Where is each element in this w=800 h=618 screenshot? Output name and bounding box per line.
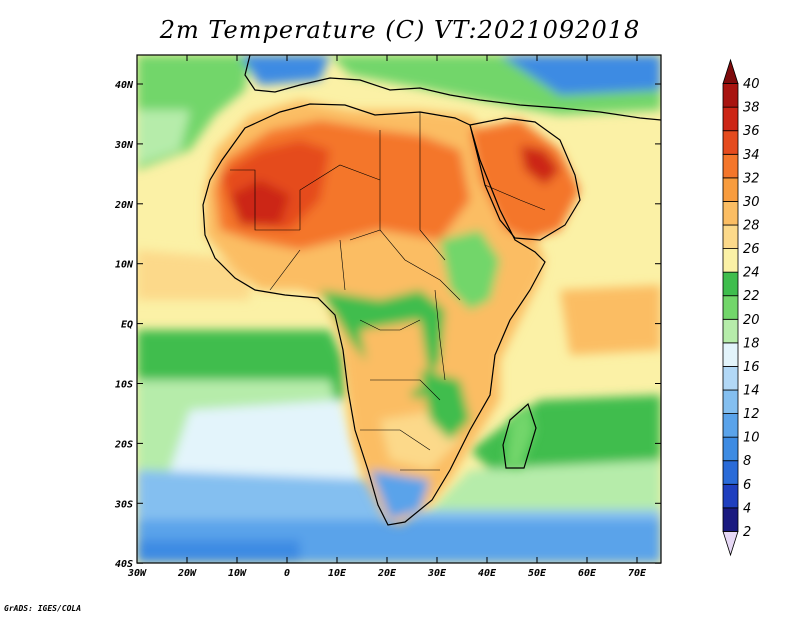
colorbar-bin [722,436,739,462]
colorbar-bin [722,413,739,438]
colorbar-label: 6 [743,478,751,493]
colorbar-bin [722,83,739,108]
colorbar-bin [722,366,739,391]
colorbar-bin [722,531,739,557]
colorbar-bin [722,318,739,344]
colorbar-bin [722,224,739,249]
lat-label: 10N [115,260,134,271]
colorbar-bin [722,271,739,297]
colorbar-label: 28 [743,219,760,234]
credit-text: GrADS: IGES/COLA [4,604,82,613]
colorbar-bin [722,483,739,509]
lat-label: 30S [114,499,133,510]
lon-label: 20W [177,568,197,579]
colorbar-label: 24 [743,266,760,281]
lat-label: 40N [115,80,134,91]
lon-label: 50E [528,568,547,579]
lon-label: 10W [228,568,247,579]
lat-label: 20N [114,200,134,211]
colorbar-label: 8 [743,454,751,469]
colorbar-bin [722,201,739,226]
colorbar-label: 30 [743,195,760,210]
colorbar-bin [722,295,739,320]
colorbar-bin [722,342,739,367]
colorbar-label: 22 [743,289,760,304]
colorbar-label: 18 [743,336,760,351]
colorbar-bin [722,507,739,532]
colorbar-label: 36 [743,124,760,139]
colorbar-bin [722,460,739,485]
lat-label: 30N [114,140,134,151]
lat-label: EQ [121,320,133,331]
colorbar-label: 40 [743,77,760,92]
lon-label: 30E [427,568,447,579]
colorbar-bin [722,177,739,202]
colorbar-label: 32 [743,171,760,186]
lat-label: 40S [115,559,133,570]
lon-label: 0 [284,568,290,579]
country-borders [230,112,546,471]
colorbar-label: 16 [743,360,760,375]
temperature-field [137,55,661,563]
colorbar-bin [722,153,739,179]
lon-label: 10E [328,568,347,579]
colorbar-label: 38 [743,101,760,116]
colorbar-label: 2 [743,525,751,540]
chart-title: 2m Temperature (C) VT:2021092018 [159,16,641,44]
colorbar-bin [722,389,739,414]
colorbar-bin [722,130,739,155]
colorbar-bin [722,248,739,273]
lat-label: 10S [115,380,133,391]
longitude-labels: 30W 20W 10W 0 10E 20E 30E 40E 50E 60E 70E [127,568,647,579]
map-frame [136,54,662,564]
latitude-labels: 40N 30N 20N 10N EQ 10S 20S 30S 40S [114,80,134,570]
colorbar-label: 14 [743,384,760,399]
lat-label: 20S [114,439,133,450]
axis-ticks [136,55,661,564]
lon-label: 30W [127,568,147,579]
lon-label: 40E [478,568,497,579]
colorbar-label: 10 [743,431,760,446]
colorbar-label: 12 [743,407,760,422]
lon-label: 20E [377,568,397,579]
lon-label: 70E [628,568,647,579]
colorbar-bin [722,58,739,84]
coastlines [202,55,661,526]
colorbar-label: 20 [743,313,760,328]
colorbar-label: 4 [743,501,751,516]
lon-label: 60E [578,568,597,579]
colorbar-label: 26 [743,242,760,257]
colorbar-bin [722,106,739,132]
colorbar-label: 34 [743,148,760,163]
